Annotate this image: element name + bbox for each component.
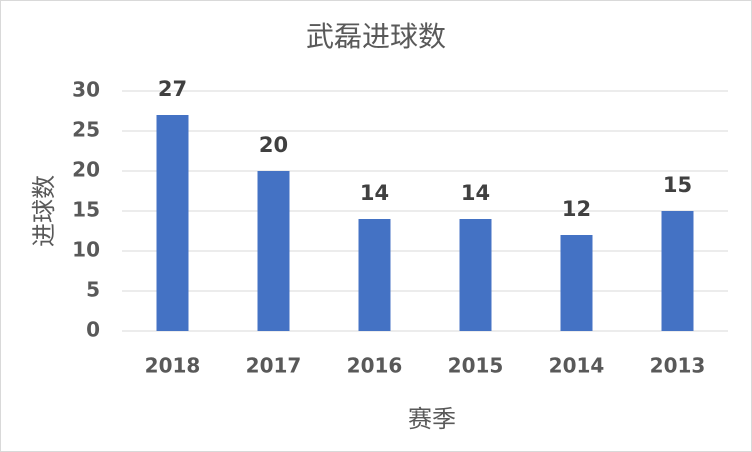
y-tick-label: 10 [72,238,100,262]
x-tick-label: 2018 [145,354,201,378]
y-tick-label: 25 [72,118,100,142]
x-axis-title: 赛季 [408,405,456,433]
y-tick-label: 0 [86,318,100,342]
y-tick-label: 5 [86,278,100,302]
data-label: 20 [259,133,288,157]
bar [661,211,694,331]
data-label: 14 [360,181,389,205]
data-label: 15 [663,173,692,197]
bar [459,219,492,331]
y-tick-label: 15 [72,198,100,222]
chart-title: 武磊进球数 [306,20,446,53]
x-tick-label: 2014 [549,354,605,378]
y-axis-title: 进球数 [30,175,58,247]
x-tick-label: 2015 [448,354,504,378]
x-tick-label: 2017 [246,354,302,378]
bar [560,235,593,331]
bar [257,171,290,331]
bar [156,115,189,331]
x-tick-label: 2013 [650,354,706,378]
data-label: 12 [562,197,591,221]
y-tick-label: 30 [72,78,100,102]
data-label: 14 [461,181,490,205]
data-label: 27 [158,77,187,101]
y-tick-label: 20 [72,158,100,182]
bar [358,219,391,331]
x-tick-label: 2016 [347,354,403,378]
